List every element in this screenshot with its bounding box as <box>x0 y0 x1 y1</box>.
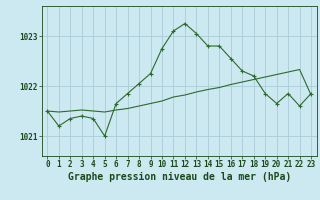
X-axis label: Graphe pression niveau de la mer (hPa): Graphe pression niveau de la mer (hPa) <box>68 172 291 182</box>
